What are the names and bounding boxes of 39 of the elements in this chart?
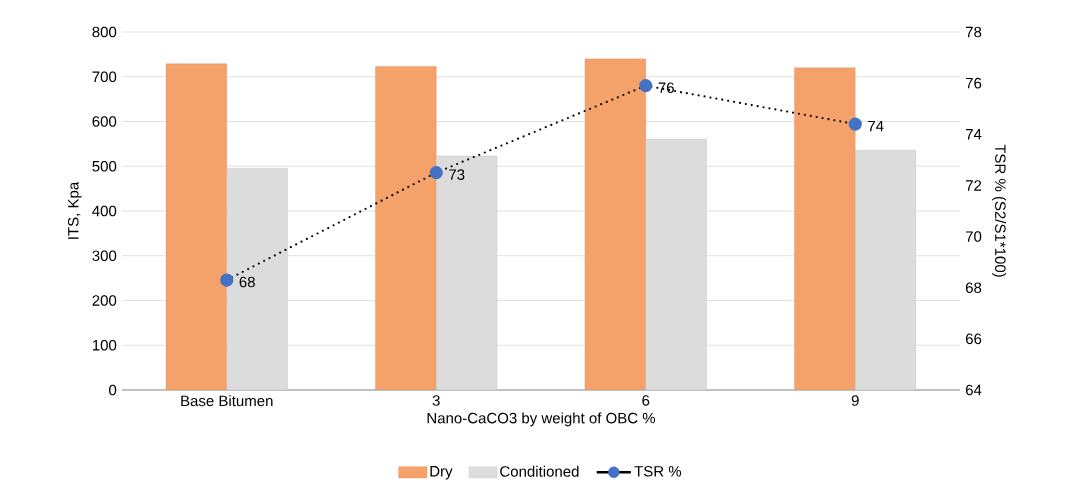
y-tick-label: 100 <box>92 339 117 351</box>
legend-label: Dry <box>430 466 453 480</box>
data-label: 68 <box>239 276 255 288</box>
legend-label: TSR % <box>634 465 682 477</box>
data-label: 74 <box>868 120 884 132</box>
point <box>429 166 443 180</box>
y-tick-label: 600 <box>92 116 117 127</box>
y2-tick-label: 74 <box>965 129 982 140</box>
bar <box>165 63 227 390</box>
y-tick-label: 200 <box>92 295 117 306</box>
legend-label: Conditioned <box>500 465 579 477</box>
y2-tick-label: 72 <box>965 180 982 191</box>
data-label: 73 <box>449 169 465 180</box>
point <box>220 273 234 287</box>
point <box>639 79 653 93</box>
y2-tick-label: 70 <box>965 231 982 242</box>
x-tick-label: 3 <box>432 395 440 406</box>
data-label: 76 <box>658 82 674 93</box>
x-axis-title: Nano-CaCO3 by weight of OBC % <box>427 412 656 427</box>
y2-axis-title: TSR % (S2/S1*100) <box>992 144 1007 277</box>
y-tick-label: 0 <box>109 384 117 396</box>
y-tick-label: 700 <box>92 71 117 83</box>
bar <box>584 58 646 390</box>
y-tick-label: 400 <box>92 205 117 217</box>
y-tick-label: 800 <box>92 26 117 38</box>
point <box>848 117 862 131</box>
y2-tick-label: 64 <box>965 384 982 396</box>
bar <box>794 67 856 390</box>
x-tick-label: 9 <box>851 395 859 406</box>
y2-tick-label: 66 <box>965 333 982 345</box>
y2-tick-label: 78 <box>965 26 982 38</box>
y2-tick-label: 68 <box>965 282 982 294</box>
bar <box>375 66 437 390</box>
y2-tick-label: 76 <box>965 77 982 89</box>
y-axis-title: ITS, Kpa <box>68 181 82 239</box>
y-tick-label: 500 <box>92 160 117 172</box>
x-tick-label: 6 <box>642 395 650 406</box>
y-tick-label: 300 <box>92 250 117 262</box>
x-tick-label: Base Bitumen <box>181 395 273 407</box>
